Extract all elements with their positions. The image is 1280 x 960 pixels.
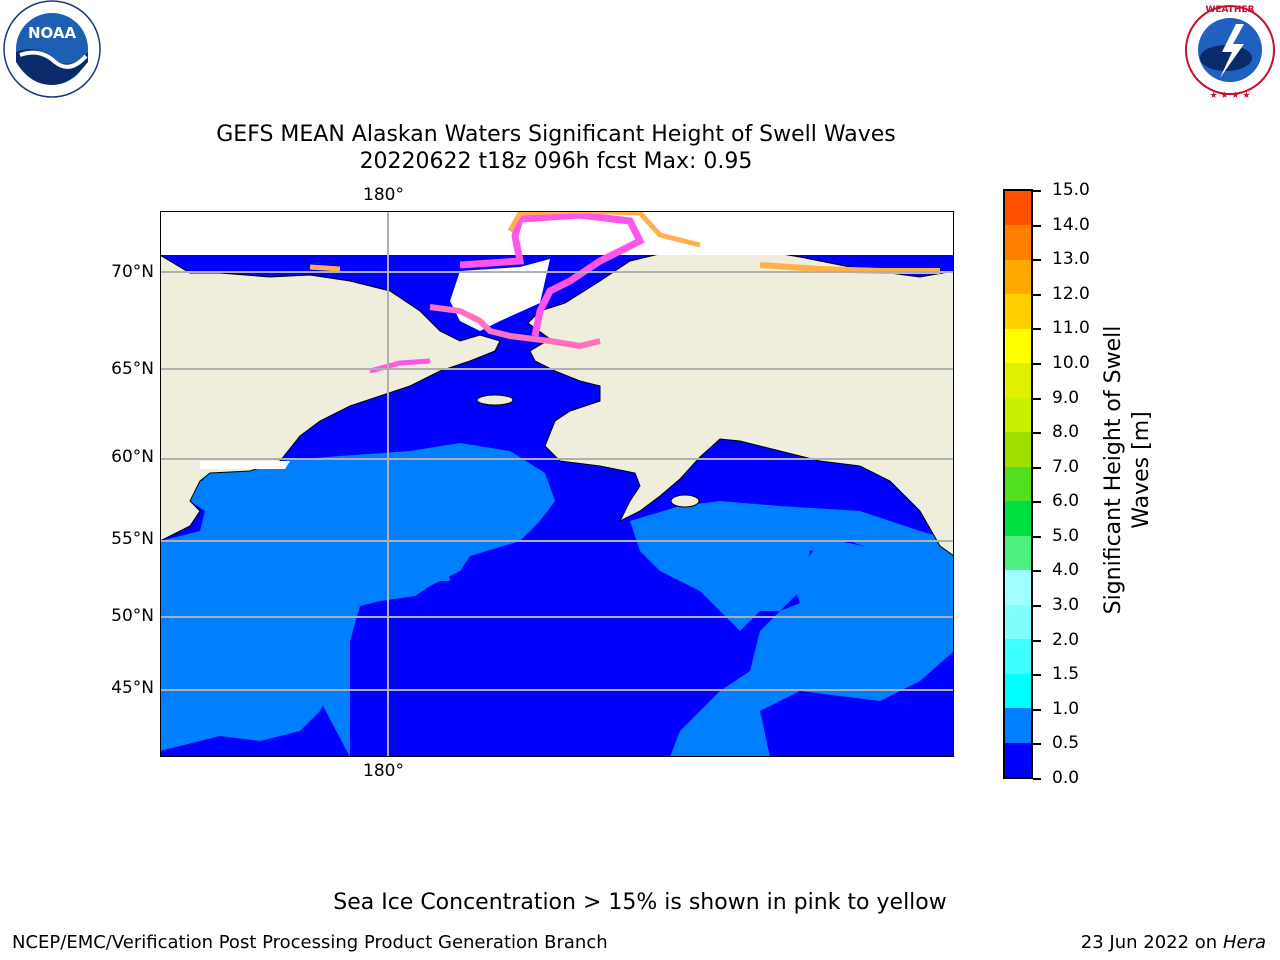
colorbar-tick-label: 1.5 xyxy=(1052,664,1080,685)
nws-logo: WEATHER ★ ★ ★ ★ xyxy=(1178,0,1280,101)
sea-ice-chukchi xyxy=(459,211,645,337)
colorbar-tick-label: 7.0 xyxy=(1052,456,1080,477)
colorbar-tick-label: 2.0 xyxy=(1052,629,1080,650)
footer-host: Hera xyxy=(1222,932,1266,953)
colorbar-tick-label: 6.0 xyxy=(1052,491,1080,512)
colorbar-segment xyxy=(1005,569,1031,605)
colorbar-tick-mark xyxy=(1033,362,1041,365)
map-panel xyxy=(159,208,955,758)
colorbar-tick-mark xyxy=(1033,224,1041,227)
colorbar xyxy=(1003,189,1033,779)
sea-ice-caption: Sea Ice Concentration > 15% is shown in … xyxy=(333,890,947,915)
colorbar-segment xyxy=(1005,224,1031,260)
colorbar-segment xyxy=(1005,466,1031,502)
colorbar-tick-label: 14.0 xyxy=(1052,214,1090,235)
colorbar-label-line1: Significant Height of Swell xyxy=(1101,325,1126,615)
svg-text:WEATHER: WEATHER xyxy=(1205,5,1254,15)
lon-label-top: 180° xyxy=(363,185,404,205)
colorbar-segment xyxy=(1005,742,1031,777)
swell-region-east xyxy=(630,501,954,631)
colorbar-tick-label: 1.0 xyxy=(1052,698,1080,719)
chukchi-white xyxy=(450,259,550,331)
colorbar-tick-mark xyxy=(1033,328,1041,331)
colorbar-segment xyxy=(1005,707,1031,743)
colorbar-tick-label: 15.0 xyxy=(1052,180,1090,200)
colorbar-segment xyxy=(1005,500,1031,536)
colorbar-tick-mark xyxy=(1033,708,1041,711)
footer-date-text: 23 Jun 2022 on xyxy=(1080,932,1218,953)
colorbar-tick-label: 4.0 xyxy=(1052,560,1080,581)
colorbar-tick-label: 3.0 xyxy=(1052,595,1080,616)
colorbar-segment xyxy=(1005,673,1031,709)
footer-credit: NCEP/EMC/Verification Post Processing Pr… xyxy=(12,932,608,953)
footer-date: 23 Jun 2022 on Hera xyxy=(1081,932,1266,953)
land-siberia xyxy=(159,254,501,542)
colorbar-segment xyxy=(1005,397,1031,433)
colorbar-tick-label: 10.0 xyxy=(1052,352,1090,373)
bering-ice-gap xyxy=(200,461,290,469)
colorbar-tick-label: 0.5 xyxy=(1052,733,1080,754)
sea-ice-siberia xyxy=(309,264,341,272)
colorbar-tick-label: 13.0 xyxy=(1052,249,1090,270)
colorbar-tick-mark xyxy=(1033,501,1041,504)
colorbar-tick-label: 11.0 xyxy=(1052,318,1090,339)
colorbar-tick-mark xyxy=(1033,293,1041,296)
colorbar-tick-mark xyxy=(1033,190,1041,192)
colorbar-tick-mark xyxy=(1033,743,1041,746)
colorbar-segment xyxy=(1005,431,1031,467)
lat-label-55: 55°N xyxy=(111,529,154,549)
colorbar-label: Significant Height of Swell Waves [m] xyxy=(1100,310,1156,630)
lat-label-60: 60°N xyxy=(111,447,154,467)
colorbar-tick-label: 8.0 xyxy=(1052,422,1080,443)
colorbar-tick-mark xyxy=(1033,259,1041,262)
colorbar-tick-mark xyxy=(1033,397,1041,400)
colorbar-segment xyxy=(1005,535,1031,571)
colorbar-tick-mark xyxy=(1033,639,1041,642)
sea-ice-kotzebue xyxy=(429,304,601,350)
colorbar-tick-mark xyxy=(1033,535,1041,538)
lat-label-50: 50°N xyxy=(111,606,154,626)
colorbar-segment xyxy=(1005,362,1031,398)
svg-text:★ ★ ★ ★: ★ ★ ★ ★ xyxy=(1210,91,1251,100)
chart-subtitle: 20220622 t18z 096h fcst Max: 0.95 xyxy=(359,149,753,174)
colorbar-segment xyxy=(1005,604,1031,640)
colorbar-segment xyxy=(1005,259,1031,295)
colorbar-tick-mark xyxy=(1033,674,1041,677)
colorbar-label-line2: Waves [m] xyxy=(1129,411,1154,529)
colorbar-tick-mark xyxy=(1033,466,1041,469)
lat-label-45: 45°N xyxy=(111,678,154,698)
chart-title: GEFS MEAN Alaskan Waters Significant Hei… xyxy=(216,122,896,147)
colorbar-tick-label: 5.0 xyxy=(1052,525,1080,546)
noaa-logo-text: NOAA xyxy=(28,24,77,42)
colorbar-tick-mark xyxy=(1033,570,1041,573)
colorbar-tick-mark xyxy=(1033,605,1041,608)
colorbar-segment xyxy=(1005,328,1031,364)
colorbar-segment xyxy=(1005,293,1031,329)
lat-label-70: 70°N xyxy=(111,262,154,282)
map-svg xyxy=(159,208,955,758)
land-st-lawrence xyxy=(476,394,514,406)
lat-label-65: 65°N xyxy=(111,359,154,379)
colorbar-tick-label: 9.0 xyxy=(1052,387,1080,408)
colorbar-tick-label: 12.0 xyxy=(1052,283,1090,304)
colorbar-segment xyxy=(1005,190,1031,226)
land-kodiak xyxy=(670,494,700,508)
graticule xyxy=(160,211,954,757)
colorbar-segment xyxy=(1005,638,1031,674)
colorbar-tick-label: 0.0 xyxy=(1052,768,1080,788)
noaa-logo: NOAA xyxy=(0,0,106,100)
lon-label-bottom: 180° xyxy=(363,761,404,781)
colorbar-tick-mark xyxy=(1033,778,1041,780)
colorbar-tick-mark xyxy=(1033,432,1041,435)
